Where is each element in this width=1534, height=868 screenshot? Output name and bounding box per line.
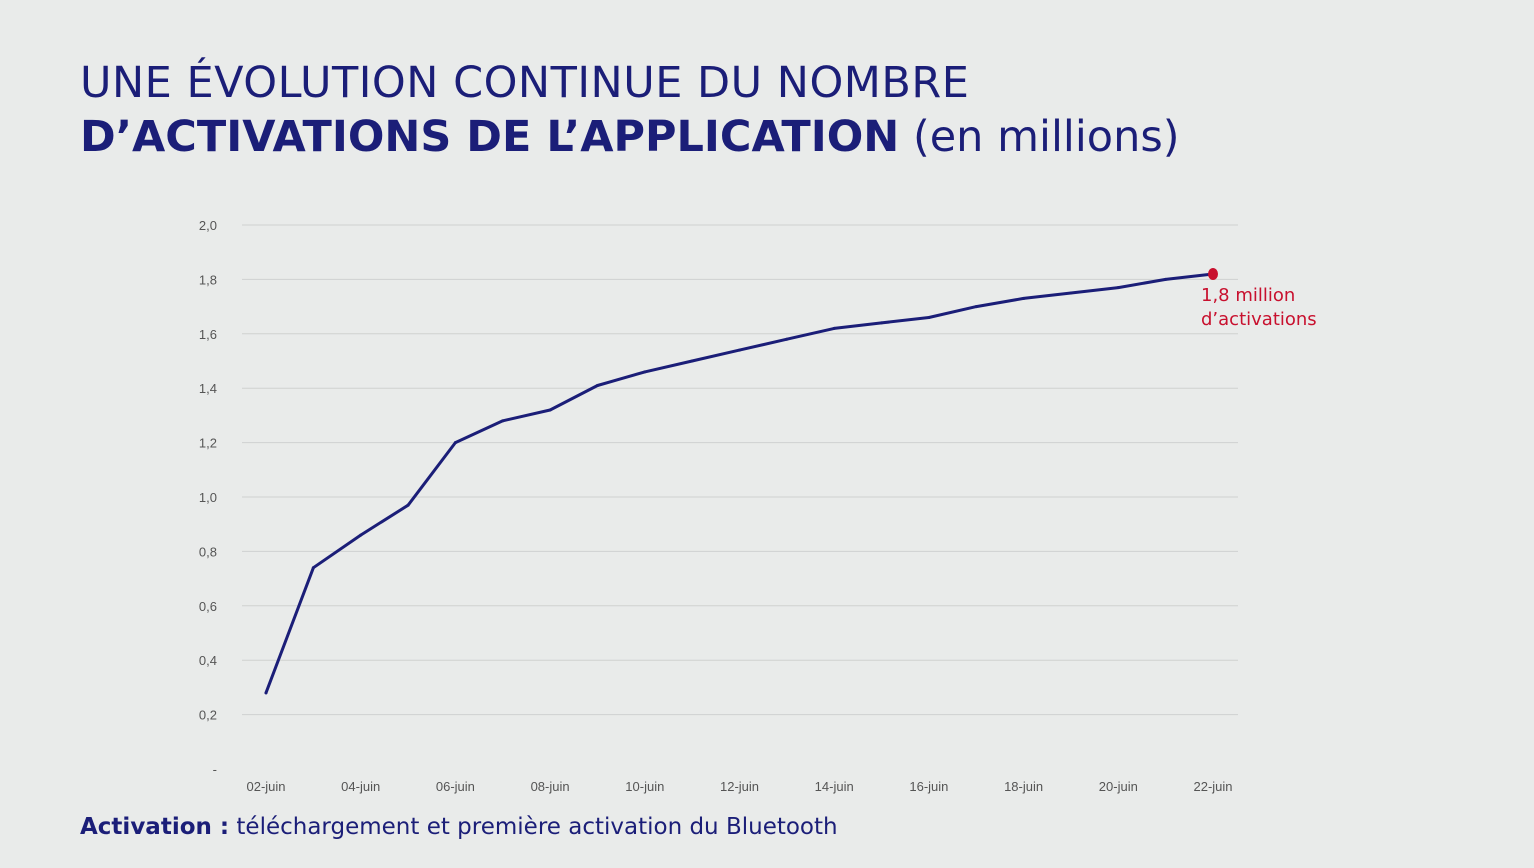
y-tick-label: 0,8 bbox=[199, 544, 217, 559]
data-point bbox=[1069, 291, 1073, 295]
x-tick-label: 04-juin bbox=[341, 779, 380, 794]
data-point bbox=[1164, 277, 1168, 281]
data-point bbox=[1022, 296, 1026, 300]
y-tick-label: 0,4 bbox=[199, 653, 217, 668]
x-tick-label: 18-juin bbox=[1004, 779, 1043, 794]
data-point bbox=[359, 533, 363, 537]
annotation-line-1: 1,8 million bbox=[1201, 285, 1296, 306]
chart-title-line-2: D’ACTIVATIONS DE L’APPLICATION (en milli… bbox=[80, 112, 1180, 162]
x-tick-label: 22-juin bbox=[1193, 779, 1232, 794]
y-tick-label: 1,8 bbox=[199, 272, 217, 287]
data-point bbox=[501, 419, 505, 423]
x-axis-ticks: 02-juin 04-juin 06-juin 08-juin 10-juin 12-ju… bbox=[246, 779, 1232, 794]
data-point bbox=[832, 326, 836, 330]
y-tick-label: 1,0 bbox=[199, 490, 217, 505]
highlight-point bbox=[1208, 267, 1218, 280]
x-tick-label: 10-juin bbox=[625, 779, 664, 794]
data-point bbox=[785, 337, 789, 341]
chart-title-line-1: UNE ÉVOLUTION CONTINUE DU NOMBRE bbox=[80, 58, 970, 108]
y-tick-label: 1,6 bbox=[199, 327, 217, 342]
data-point bbox=[643, 370, 647, 374]
data-point bbox=[927, 315, 931, 319]
data-point bbox=[406, 503, 410, 507]
y-tick-label: 1,4 bbox=[199, 381, 217, 396]
x-tick-label: 16-juin bbox=[909, 779, 948, 794]
x-tick-label: 20-juin bbox=[1099, 779, 1138, 794]
y-tick-label: 2,0 bbox=[199, 218, 217, 233]
data-point bbox=[738, 348, 741, 352]
footnote-term: Activation : bbox=[80, 814, 230, 840]
y-axis-ticks: - 0,2 0,4 0,6 0,8 1,0 1,2 1,4 1,6 1,8 2,0 bbox=[199, 218, 217, 777]
data-point bbox=[264, 691, 268, 695]
y-tick-label: 0,2 bbox=[199, 708, 217, 723]
x-tick-label: 02-juin bbox=[246, 779, 285, 794]
series-layer bbox=[264, 267, 1218, 695]
series-line bbox=[264, 272, 1215, 695]
x-tick-label: 06-juin bbox=[436, 779, 475, 794]
data-point bbox=[974, 305, 978, 309]
annotation-line-2: d’activations bbox=[1201, 309, 1317, 330]
data-point bbox=[453, 441, 457, 445]
data-point bbox=[1116, 286, 1120, 290]
data-point bbox=[595, 383, 599, 387]
y-tick-label: - bbox=[213, 762, 217, 777]
y-tick-label: 1,2 bbox=[199, 436, 217, 451]
x-tick-label: 12-juin bbox=[720, 779, 759, 794]
footnote-definition: téléchargement et première activation du… bbox=[236, 814, 838, 840]
highlight-annotation: 1,8 million d’activations bbox=[1201, 284, 1317, 332]
x-tick-label: 08-juin bbox=[531, 779, 570, 794]
chart-title-unit: (en millions) bbox=[912, 112, 1180, 162]
footnote: Activation : téléchargement et première … bbox=[80, 814, 838, 840]
x-tick-label: 14-juin bbox=[815, 779, 854, 794]
data-point bbox=[880, 321, 884, 325]
y-tick-label: 0,6 bbox=[199, 599, 217, 614]
chart-title-bold: D’ACTIVATIONS DE L’APPLICATION bbox=[80, 112, 900, 162]
data-point bbox=[311, 566, 315, 570]
data-point bbox=[548, 408, 552, 412]
data-point bbox=[690, 359, 694, 363]
grid-lines bbox=[242, 224, 1238, 716]
